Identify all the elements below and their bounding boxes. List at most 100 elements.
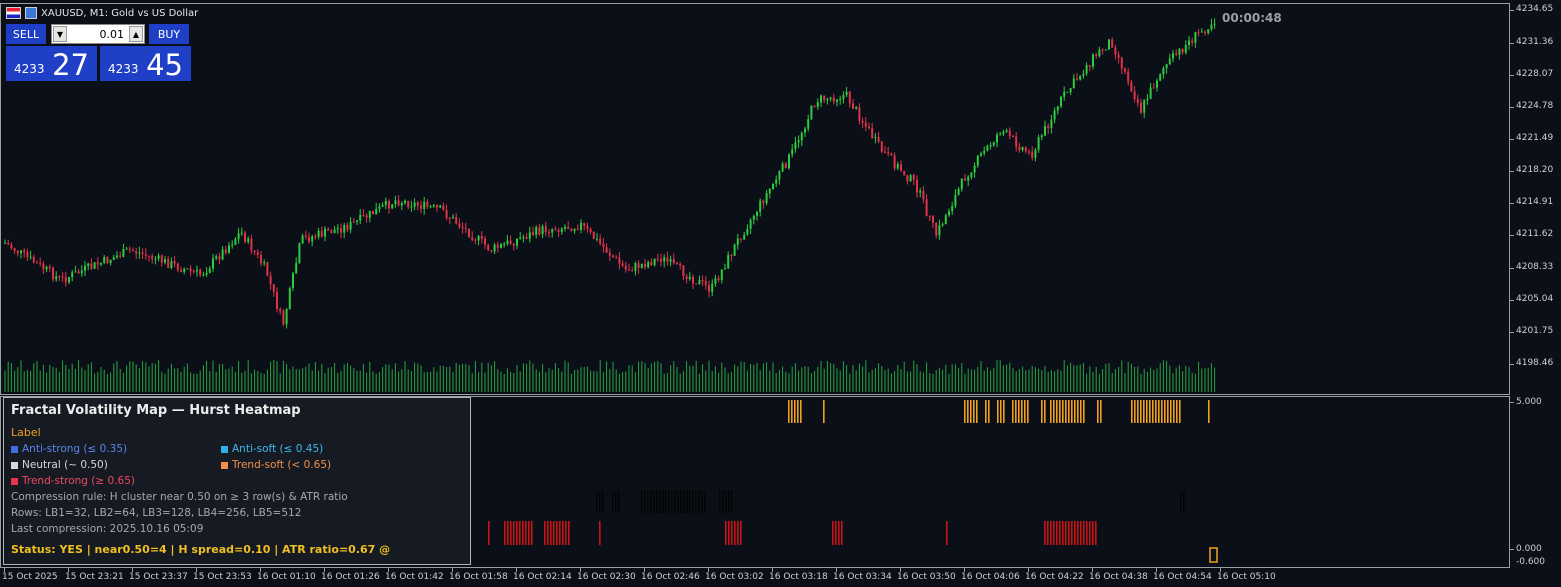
lot-increase-button[interactable]: ▲ [129,26,143,42]
candle-body [352,221,355,223]
candle-body [1063,91,1066,97]
candle-body [1140,102,1142,113]
candle-body [1104,49,1107,51]
heatmap-cell-dark [695,490,697,513]
candle-body [852,103,854,109]
candle-body [413,202,416,207]
candle-body [612,255,614,258]
candle-body [928,216,931,218]
heatmap-cell-red [1074,521,1076,545]
candle-body [989,145,992,147]
candle-body [624,265,627,270]
candle-body [871,128,874,139]
candle-body [68,277,70,283]
candle-body [919,190,922,193]
candle-body [922,190,925,200]
buy-button[interactable]: BUY [149,24,189,44]
candle-body [935,222,938,236]
candle-body [717,278,720,280]
candle-body [775,179,778,184]
candle-body [426,201,429,207]
heatmap-cell-orange [1003,400,1005,423]
candle-body [1143,100,1146,113]
candle-body [445,210,448,218]
candle-body [1024,147,1027,152]
candle-body [1053,110,1056,120]
candle-body [186,268,189,270]
time-axis-tick [580,568,581,572]
candle-body [672,259,675,264]
heatmap-cell-dark [689,490,691,513]
candle-body [957,189,960,195]
candle-body [167,259,170,268]
heatmap-cell-orange [1018,400,1020,423]
candle-body [551,229,554,233]
candle-body [1178,48,1181,55]
candle-body [205,272,208,275]
heatmap-cell-dark [662,490,664,513]
candle-body [304,235,307,237]
candle-body [237,233,240,240]
ask-quote[interactable]: 4233 45 [100,46,191,81]
heatmap-cell-orange [1071,400,1073,423]
indicator-subwindow[interactable] [0,396,1510,568]
bid-quote[interactable]: 4233 27 [6,46,97,81]
candle-body [138,252,141,254]
candle-body [820,95,822,103]
lot-size-input[interactable]: ▼ 0.01 ▲ [51,24,145,44]
time-label: 16 Oct 03:02 [705,572,764,582]
candle-body [688,276,691,280]
candle-body [52,268,54,280]
heatmap-cell-dark [665,490,667,513]
candle-body [516,238,518,246]
candle-body [816,102,819,107]
candle-body [727,255,730,269]
heatmap-cell-red [504,521,506,545]
main-chart-area[interactable] [0,3,1510,395]
candle-body [1069,88,1072,92]
candle-body [628,269,630,271]
sell-button[interactable]: SELL [6,24,46,44]
candle-body [388,200,390,209]
candle-body [333,229,336,234]
candle-body [378,206,381,209]
candle-body [128,248,131,250]
heatmap-cell-red [1056,521,1058,545]
candlestick-chart[interactable] [0,0,1510,395]
candle-body [781,163,784,172]
chart-type-icon[interactable] [25,7,37,19]
candle-body [794,142,797,150]
heatmap-cell-dark [719,490,721,513]
heatmap-cell-red [1080,521,1082,545]
candle-body [202,274,205,276]
heatmap-cell-red [1089,521,1091,545]
heatmap-cell-red [1071,521,1073,545]
candle-body [618,257,621,264]
sub-axis-label: -0.600 [1516,557,1546,567]
heatmap-cell-dark [668,490,670,513]
candle-body [1124,68,1126,72]
heatmap-cell-red [550,521,552,545]
lot-decrease-button[interactable]: ▼ [53,26,67,42]
lot-value[interactable]: 0.01 [99,28,125,41]
heatmap-cell-red [531,521,533,545]
candle-body [1015,136,1018,147]
candle-body [301,235,304,244]
candle-body [1213,23,1216,25]
candle-body [541,226,544,235]
legend-label: Neutral (~ 0.50) [22,459,108,471]
candle-body [980,153,982,156]
candle-body [1076,78,1078,80]
heatmap-cell-dark [650,490,652,513]
heatmap-cell-orange [800,400,802,423]
candle-body [452,217,454,219]
candle-body [730,255,733,257]
candle-body [647,261,650,268]
heatmap-cell-orange [823,400,825,423]
candle-body [586,225,589,229]
price-label: 4218.20 [1516,165,1554,175]
heatmap-cell-red [1083,521,1085,545]
time-label: 16 Oct 04:22 [1025,572,1084,582]
candle-body [768,188,771,194]
heatmap-cell-red [1065,521,1067,545]
